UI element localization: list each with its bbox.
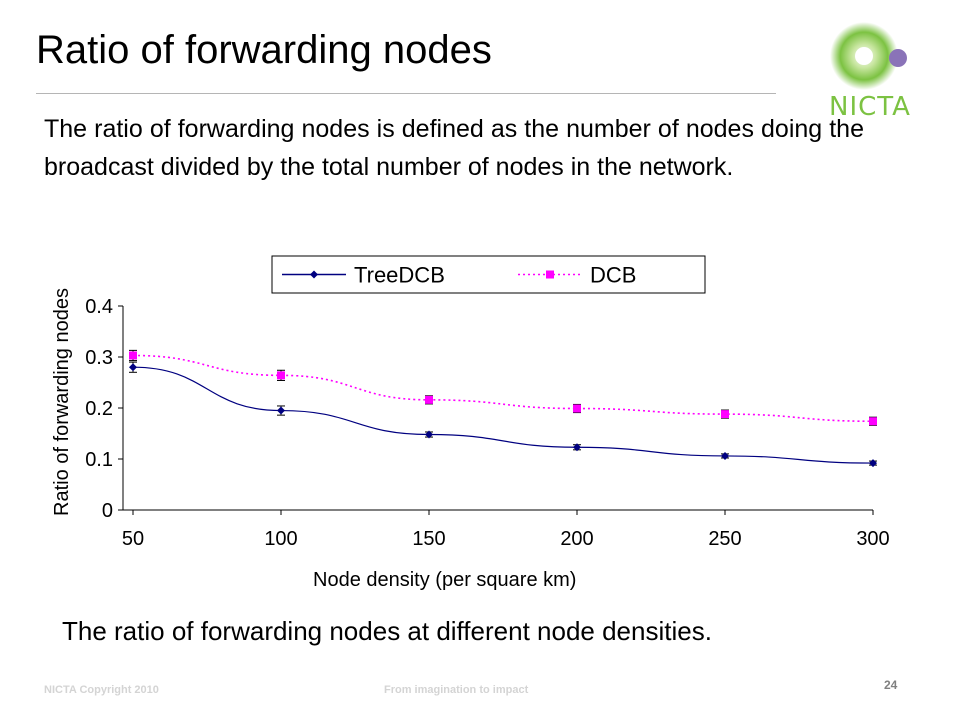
x-tick-label: 200: [560, 528, 593, 550]
logo-text: NICTA: [829, 92, 911, 122]
forwarding-ratio-chart: 0 0.1 0.2 0.3 0.4 50 100 150 200 250 300 Node densi…: [51, 255, 890, 591]
data-point-treedcb: [869, 459, 877, 468]
legend-marker-dcb: [546, 270, 554, 279]
data-point-dcb: [869, 417, 877, 426]
data-point-treedcb: [425, 430, 433, 439]
data-point-dcb: [277, 371, 285, 380]
x-tick-label: 100: [264, 528, 297, 550]
data-point-treedcb: [721, 451, 729, 460]
slide-title: Ratio of forwarding nodes: [36, 28, 492, 72]
x-tick-label: 150: [412, 528, 445, 550]
legend-label-treedcb: TreeDCB: [354, 263, 445, 288]
x-tick-label: 250: [708, 528, 741, 550]
data-point-treedcb: [277, 406, 285, 415]
series-line-treedcb: [132, 366, 874, 464]
data-point-dcb: [425, 395, 433, 404]
data-point-dcb: [721, 410, 729, 419]
nicta-logo-icon: [830, 22, 907, 90]
footer-tagline: From imagination to impact: [384, 684, 529, 696]
data-point-treedcb: [573, 443, 581, 452]
y-tick-label: 0.4: [85, 296, 113, 318]
page-number: 24: [884, 678, 898, 692]
y-tick-label: 0.2: [85, 398, 113, 420]
data-point-dcb: [573, 404, 581, 413]
chart-caption: The ratio of forwarding nodes at differe…: [62, 616, 712, 646]
data-point-treedcb: [129, 363, 137, 372]
footer-copyright: NICTA Copyright 2010: [44, 684, 159, 696]
x-tick-label: 50: [122, 528, 144, 550]
series-line-dcb: [132, 354, 874, 423]
definition-text: The ratio of forwarding nodes is defined…: [44, 115, 864, 181]
data-point-dcb: [129, 351, 137, 360]
x-axis-title: Node density (per square km): [313, 569, 576, 591]
legend-label-dcb: DCB: [590, 263, 636, 288]
legend-marker-treedcb: [310, 270, 318, 279]
x-tick-label: 300: [856, 528, 889, 550]
title-divider: [36, 93, 776, 94]
y-axis-title: Ratio of forwarding nodes: [51, 288, 73, 516]
y-tick-label: 0: [102, 500, 113, 522]
y-tick-label: 0.3: [85, 347, 113, 369]
y-tick-label: 0.1: [85, 449, 113, 471]
